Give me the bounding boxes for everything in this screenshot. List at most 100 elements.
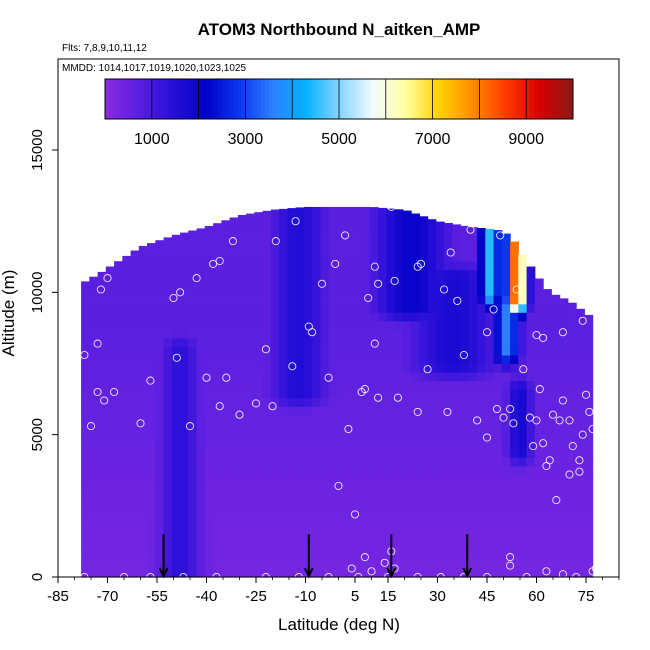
heatmap-cell — [543, 397, 552, 407]
heatmap-cell — [477, 542, 486, 552]
heatmap-cell — [534, 414, 544, 424]
heatmap-cell — [196, 295, 206, 305]
heatmap-cell — [534, 389, 544, 399]
heatmap-cell — [213, 431, 222, 441]
heatmap-cell — [551, 542, 561, 552]
arrow-head — [462, 567, 473, 579]
heatmap-cell — [468, 320, 478, 330]
heatmap-cell — [246, 431, 255, 441]
heatmap-cell — [444, 483, 453, 493]
heatmap-cell — [287, 312, 297, 322]
heatmap-cell — [89, 414, 99, 424]
heatmap-cell — [394, 329, 404, 339]
heatmap-cell — [493, 346, 503, 356]
heatmap-cell — [171, 303, 181, 313]
heatmap-cell — [369, 517, 379, 527]
sample-point — [506, 561, 515, 570]
heatmap-cell — [353, 448, 363, 458]
heatmap-cell — [559, 448, 569, 458]
heatmap-cell — [303, 346, 313, 356]
heatmap-cell — [196, 542, 206, 552]
heatmap-cell — [444, 295, 453, 305]
heatmap-cell — [444, 363, 453, 373]
heatmap-cell — [493, 243, 503, 253]
heatmap-cell — [584, 457, 594, 467]
heatmap-cell — [262, 295, 272, 305]
colorbar-segment — [495, 79, 500, 119]
heatmap-cell — [510, 303, 519, 313]
heatmap-cell — [452, 423, 462, 433]
heatmap-cell — [353, 406, 363, 416]
heatmap-cell — [312, 389, 321, 399]
heatmap-cell — [411, 440, 420, 450]
heatmap-cell — [229, 278, 239, 288]
heatmap-cell — [221, 252, 231, 262]
heatmap-cell — [394, 363, 404, 373]
heatmap-cell — [105, 525, 115, 535]
heatmap-cell — [427, 491, 437, 501]
heatmap-cell — [493, 534, 503, 544]
heatmap-cell — [180, 423, 189, 433]
sample-point — [496, 231, 505, 240]
heatmap-cell — [460, 226, 470, 236]
heatmap-cell — [270, 218, 280, 228]
heatmap-cell — [353, 517, 363, 527]
heatmap-cell — [353, 218, 363, 228]
heatmap-cell — [171, 372, 181, 382]
heatmap-cell — [229, 542, 239, 552]
heatmap-cell — [130, 278, 140, 288]
heatmap-cell — [138, 252, 148, 262]
heatmap-cell — [419, 457, 429, 467]
heatmap-cell — [460, 346, 470, 356]
heatmap-cell — [163, 380, 173, 390]
heatmap-cell — [559, 466, 569, 476]
heatmap-cell — [262, 312, 272, 322]
heatmap-cell — [188, 423, 198, 433]
heatmap-cell — [468, 483, 478, 493]
heatmap-cell — [394, 226, 404, 236]
heatmap-cell — [345, 372, 354, 382]
heatmap-cell — [435, 389, 445, 399]
heatmap-cell — [427, 303, 437, 313]
heatmap-cell — [171, 355, 181, 365]
heatmap-cell — [369, 397, 379, 407]
heatmap-cell — [213, 363, 222, 373]
heatmap-cell — [510, 346, 519, 356]
heatmap-cell — [452, 551, 462, 561]
heatmap-cell — [130, 372, 140, 382]
heatmap-cell — [155, 261, 165, 271]
heatmap-cell — [477, 474, 486, 484]
heatmap-cell — [419, 218, 429, 228]
heatmap-cell — [254, 320, 264, 330]
heatmap-cell — [180, 431, 189, 441]
heatmap-cell — [229, 380, 239, 390]
heatmap-cell — [345, 355, 354, 365]
heatmap-cell — [336, 235, 346, 245]
sample-point — [558, 328, 567, 337]
heatmap-cell — [543, 440, 552, 450]
heatmap-cell — [320, 508, 330, 518]
colorbar-segment — [491, 79, 496, 119]
heatmap-cell — [262, 491, 272, 501]
heatmap-cell — [328, 226, 338, 236]
colorbar-segment — [144, 79, 149, 119]
heatmap-cell — [114, 440, 123, 450]
heatmap-cell — [213, 414, 222, 424]
heatmap-cell — [171, 517, 181, 527]
heatmap-cell — [435, 303, 445, 313]
heatmap-cell — [468, 448, 478, 458]
heatmap-cell — [378, 295, 387, 305]
heatmap-cell — [213, 252, 222, 262]
heatmap-cell — [419, 380, 429, 390]
heatmap-cell — [221, 372, 231, 382]
sample-point — [565, 470, 574, 479]
heatmap-cell — [130, 568, 140, 578]
heatmap-cell — [543, 483, 552, 493]
heatmap-cell — [246, 440, 255, 450]
heatmap-cell — [345, 380, 354, 390]
heatmap-cell — [279, 483, 288, 493]
heatmap-cell — [221, 517, 231, 527]
heatmap-cell — [551, 320, 561, 330]
heatmap-cell — [295, 363, 305, 373]
heatmap-cell — [171, 508, 181, 518]
